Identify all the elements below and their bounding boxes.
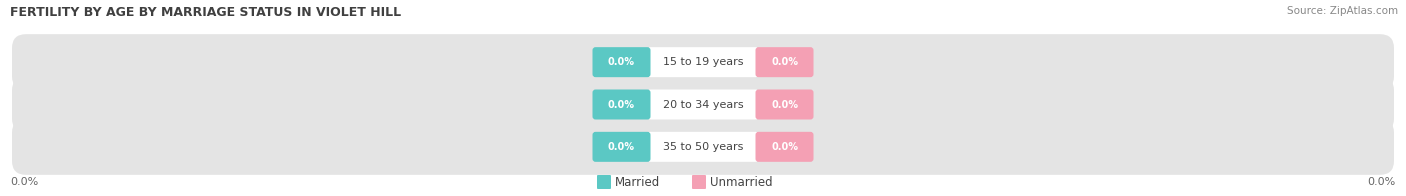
FancyBboxPatch shape [648,132,758,162]
Text: 0.0%: 0.0% [607,142,636,152]
FancyBboxPatch shape [13,76,1393,132]
FancyBboxPatch shape [13,34,1393,90]
Text: Source: ZipAtlas.com: Source: ZipAtlas.com [1286,6,1398,16]
FancyBboxPatch shape [592,132,651,162]
Text: 0.0%: 0.0% [607,57,636,67]
Text: Married: Married [614,175,661,189]
Text: Unmarried: Unmarried [710,175,773,189]
Text: FERTILITY BY AGE BY MARRIAGE STATUS IN VIOLET HILL: FERTILITY BY AGE BY MARRIAGE STATUS IN V… [10,6,401,19]
FancyBboxPatch shape [13,119,1393,175]
FancyBboxPatch shape [755,90,814,120]
Text: 0.0%: 0.0% [607,100,636,110]
Text: 0.0%: 0.0% [1368,177,1396,187]
FancyBboxPatch shape [598,175,612,189]
FancyBboxPatch shape [648,90,758,120]
FancyBboxPatch shape [755,132,814,162]
FancyBboxPatch shape [648,47,758,77]
Text: 35 to 50 years: 35 to 50 years [662,142,744,152]
Text: 0.0%: 0.0% [770,57,799,67]
FancyBboxPatch shape [592,90,651,120]
FancyBboxPatch shape [755,47,814,77]
Text: 15 to 19 years: 15 to 19 years [662,57,744,67]
Text: 20 to 34 years: 20 to 34 years [662,100,744,110]
Text: 0.0%: 0.0% [770,100,799,110]
Text: 0.0%: 0.0% [770,142,799,152]
FancyBboxPatch shape [692,175,706,189]
Text: 0.0%: 0.0% [10,177,38,187]
FancyBboxPatch shape [592,47,651,77]
